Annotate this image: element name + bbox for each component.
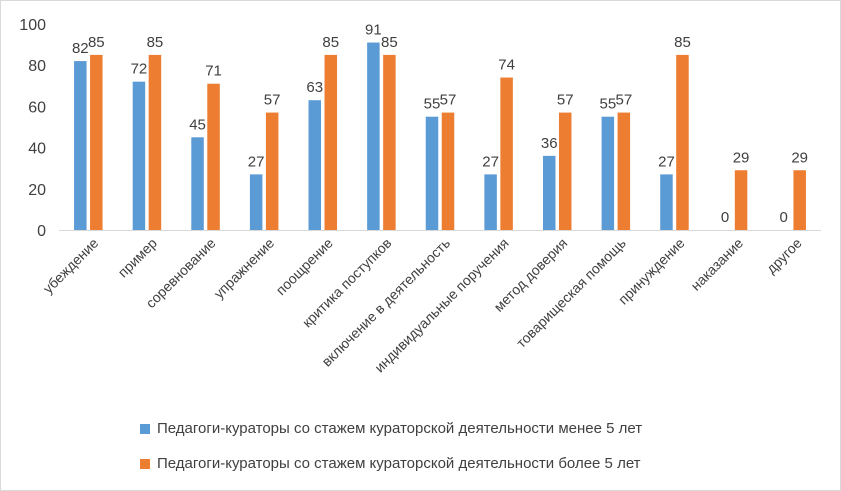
bar-series-1: [542, 155, 556, 230]
legend-swatch-series-1: [140, 423, 150, 434]
bar-series-2: [558, 112, 572, 230]
bar-series-2: [734, 170, 748, 230]
data-label: 74: [498, 57, 515, 74]
y-tick-label: 60: [28, 99, 46, 116]
y-tick-label: 40: [28, 141, 46, 158]
legend-label-series-1: Педагоги-кураторы со стажем кураторской …: [157, 420, 643, 437]
data-label: 0: [780, 209, 788, 226]
y-tick-label: 80: [28, 58, 46, 75]
data-label: 91: [365, 22, 382, 39]
y-tick-label: 100: [19, 17, 46, 34]
legend-swatch-series-2: [140, 458, 150, 469]
data-label: 63: [306, 79, 323, 96]
bar-series-2: [207, 83, 220, 231]
bar-series-1: [132, 81, 146, 231]
bars: [74, 42, 806, 231]
x-category-label: другое: [763, 235, 805, 277]
y-tick-label: 0: [37, 223, 46, 240]
data-label: 71: [205, 63, 222, 80]
bar-series-2: [500, 77, 513, 230]
bar-series-2: [383, 54, 396, 231]
data-label: 57: [557, 92, 574, 109]
legend-label-series-2: Педагоги-кураторы со стажем кураторской …: [157, 455, 641, 472]
x-category-label: упражнение: [211, 235, 278, 302]
data-label: 0: [721, 209, 729, 226]
data-label: 57: [264, 92, 281, 109]
x-category-label: товарищеская помощь: [513, 235, 629, 351]
data-label: 55: [600, 96, 617, 113]
data-label: 85: [322, 34, 339, 51]
data-label: 85: [381, 34, 398, 51]
x-category-label: наказание: [687, 235, 746, 294]
x-axis-categories: убеждение примерсоревнованиеупражнениепоо…: [40, 235, 805, 376]
x-category-label: пример: [115, 235, 161, 281]
data-label: 27: [248, 153, 265, 170]
y-axis-ticks: 0 20 40 60 80 100: [19, 17, 46, 240]
bar-series-2: [441, 112, 455, 230]
bar-series-2: [148, 54, 162, 231]
data-label: 36: [541, 135, 558, 152]
legend-item-series-1: Педагоги-кураторы со стажем кураторской …: [140, 420, 642, 437]
bar-series-2: [324, 54, 338, 231]
bar-series-1: [74, 61, 87, 230]
data-label: 57: [616, 92, 633, 109]
bar-series-1: [367, 42, 380, 230]
x-category-label: убеждение: [40, 235, 102, 297]
data-label: 85: [147, 34, 164, 51]
bar-series-2: [265, 112, 279, 230]
data-label: 85: [674, 34, 691, 51]
data-label: 29: [733, 149, 750, 166]
x-category-label: поощрение: [273, 235, 336, 298]
bar-series-1: [425, 116, 439, 230]
data-label: 57: [440, 92, 457, 109]
y-tick-label: 20: [28, 182, 46, 199]
bar-series-1: [191, 137, 204, 230]
bar-series-1: [601, 116, 615, 230]
data-label: 72: [131, 61, 148, 78]
bar-series-1: [660, 174, 673, 230]
data-label: 29: [791, 149, 808, 166]
bar-series-1: [308, 100, 322, 230]
data-label: 45: [189, 116, 206, 133]
bar-series-2: [90, 54, 103, 231]
data-label: 55: [424, 96, 441, 113]
legend-item-series-2: Педагоги-кураторы со стажем кураторской …: [140, 455, 641, 472]
bar-series-1: [484, 174, 497, 230]
bar-series-1: [249, 174, 263, 230]
data-label: 27: [658, 153, 675, 170]
data-label: 82: [72, 40, 89, 57]
data-label: 85: [88, 34, 105, 51]
data-label: 27: [482, 153, 499, 170]
bar-series-2: [793, 170, 806, 230]
bar-series-2: [676, 54, 689, 231]
bar-series-2: [617, 112, 631, 230]
